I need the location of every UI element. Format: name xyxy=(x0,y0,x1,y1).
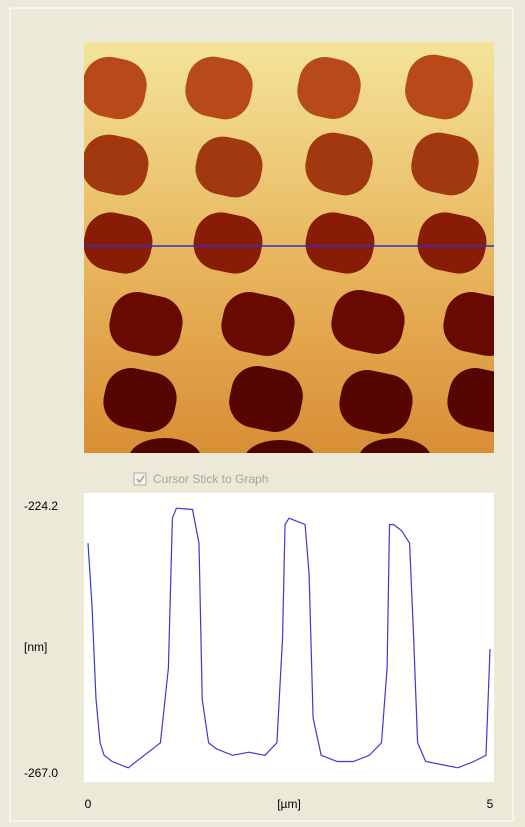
pit xyxy=(130,438,200,453)
pits-row xyxy=(84,212,487,274)
pit xyxy=(84,212,153,274)
pit xyxy=(405,54,473,120)
pit xyxy=(84,134,149,196)
y-axis-label: [nm] xyxy=(24,640,47,654)
plot-area xyxy=(84,493,494,782)
checkbox-check xyxy=(136,475,145,484)
checkbox-label[interactable]: Cursor Stick to Graph xyxy=(153,472,268,486)
y-tick-label: -224.2 xyxy=(24,499,58,513)
pit xyxy=(411,132,479,196)
pit xyxy=(305,212,375,274)
pit xyxy=(339,370,413,434)
pit xyxy=(417,212,487,274)
pits-row xyxy=(130,438,430,453)
panel-border xyxy=(9,7,514,822)
pit xyxy=(229,366,303,432)
pit xyxy=(297,57,361,119)
x-tick-label: 5 xyxy=(487,797,494,811)
pit xyxy=(221,292,295,356)
pit xyxy=(360,438,430,453)
pit xyxy=(195,136,263,198)
pit xyxy=(193,212,263,274)
pit xyxy=(447,368,494,432)
pit xyxy=(246,440,314,453)
checkbox[interactable] xyxy=(133,472,147,486)
x-axis-label: [µm] xyxy=(277,797,301,811)
pit xyxy=(103,368,177,432)
x-tick-label: 0 xyxy=(85,797,92,811)
pits-row xyxy=(84,132,479,198)
afm-image xyxy=(84,42,494,453)
pits-row xyxy=(109,290,494,356)
pit xyxy=(443,292,494,356)
pit xyxy=(185,56,253,120)
pit xyxy=(109,292,183,356)
profile-line xyxy=(87,507,491,769)
y-tick-label: -267.0 xyxy=(24,766,58,780)
pit xyxy=(84,56,147,120)
pit xyxy=(331,290,405,354)
pits-row xyxy=(103,366,494,434)
pits-row xyxy=(84,54,473,120)
pit xyxy=(305,132,373,196)
